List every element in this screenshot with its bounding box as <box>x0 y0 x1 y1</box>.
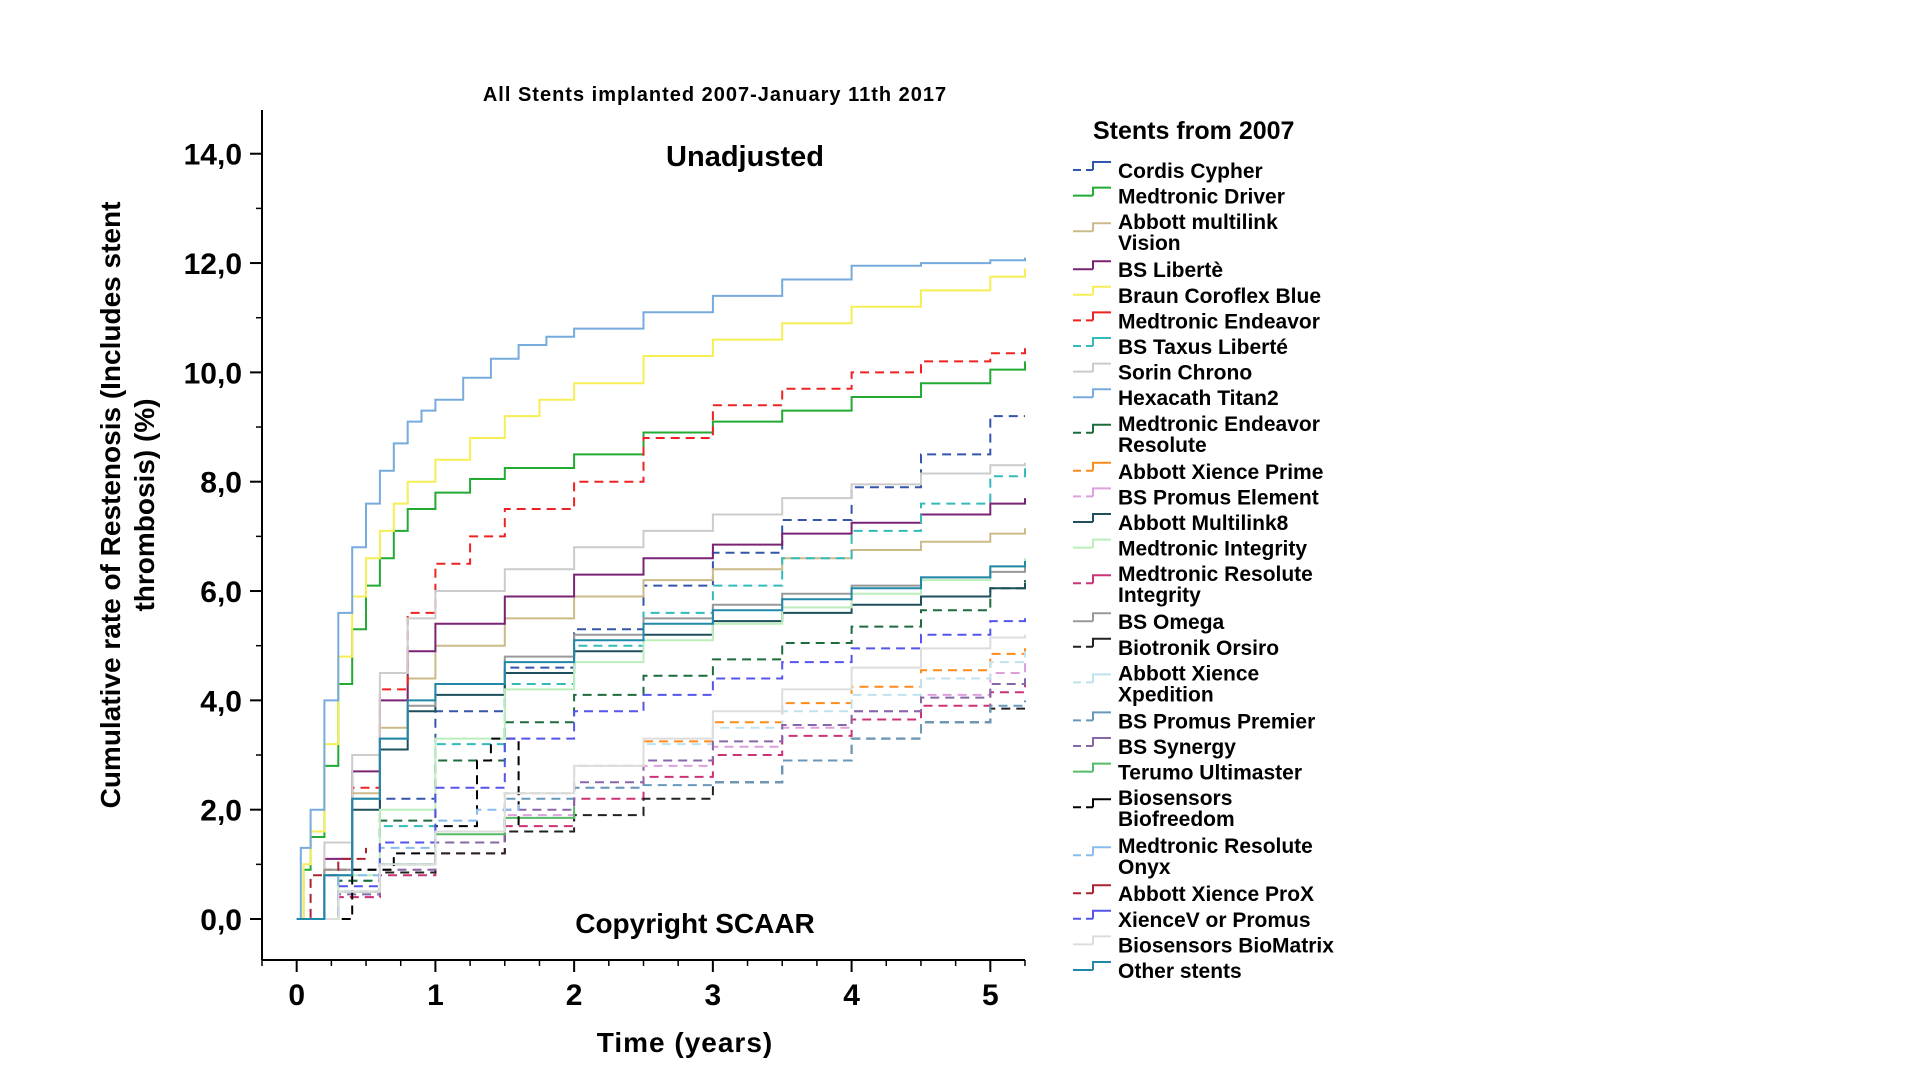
x-axis-label: Time (years) <box>597 1027 773 1058</box>
legend-label: BS Libertè <box>1118 259 1223 282</box>
legend-label: BS Omega <box>1118 611 1225 634</box>
legend-swatch <box>1092 798 1111 808</box>
x-tick-label: 1 <box>427 979 444 1012</box>
legend-label: Medtronic Endeavor Resolute <box>1118 413 1320 457</box>
y-tick-label: 14,0 <box>184 139 242 172</box>
legend-label: Biosensors BioMatrix <box>1118 934 1334 957</box>
legend-label: Sorin Chrono <box>1118 362 1252 385</box>
legend-swatch <box>1092 711 1111 721</box>
x-tick-label: 3 <box>705 979 722 1012</box>
y-tick-label: 12,0 <box>184 248 242 281</box>
y-axis-label: Cumulative rate of Restenosis (Includes … <box>95 202 160 809</box>
inner-title: Unadjusted <box>666 141 824 173</box>
legend-swatch <box>1092 846 1111 856</box>
legend-swatch <box>1092 884 1111 894</box>
series-line <box>296 684 1026 920</box>
series-line <box>296 361 1026 920</box>
y-tick-label: 2,0 <box>200 795 242 828</box>
y-tick-label: 6,0 <box>200 576 242 609</box>
y-tick-label: 10,0 <box>184 357 242 390</box>
legend-swatch <box>1092 673 1111 683</box>
legend-label: Abbott Xience ProX <box>1118 883 1314 906</box>
legend-swatch <box>1092 737 1111 746</box>
legend-label: Biotronik Orsiro <box>1118 637 1279 660</box>
legend-label: Abbott Multilink8 <box>1118 512 1289 535</box>
legend-swatch <box>1092 388 1111 398</box>
legend-label: BS Promus Premier <box>1118 710 1315 733</box>
legend-swatch <box>1092 260 1111 270</box>
legend-label: Medtronic Resolute Onyx <box>1118 835 1313 879</box>
legend-label: BS Synergy <box>1118 736 1236 759</box>
legend-swatch <box>1092 538 1111 548</box>
series-line <box>296 804 520 920</box>
x-tick-label: 5 <box>982 979 999 1012</box>
legend-label: Braun Coroflex Blue <box>1118 285 1321 308</box>
legend-swatch <box>1092 461 1111 471</box>
legend-swatch <box>1092 513 1111 522</box>
legend-swatch <box>1092 222 1111 232</box>
legend-label: Cordis Cypher <box>1118 160 1263 183</box>
legend-label: Terumo Ultimaster <box>1118 762 1302 785</box>
legend-swatch <box>1092 487 1111 497</box>
legend-label: XienceV or Promus <box>1118 909 1311 932</box>
series-line <box>296 465 1026 920</box>
copyright-watermark: Copyright SCAAR <box>575 908 815 939</box>
legend-swatch <box>1092 612 1111 622</box>
legend-swatch <box>1092 909 1111 919</box>
legend-swatch <box>1092 637 1111 647</box>
y-tick-label: 0,0 <box>200 904 242 937</box>
series-lines <box>296 257 1026 920</box>
series-line <box>296 528 1026 920</box>
legend-label: Abbott Xience Prime <box>1118 461 1323 484</box>
legend-label: Abbott Xience Xpedition <box>1118 662 1259 706</box>
x-tick-label: 0 <box>288 979 305 1012</box>
legend-label: Biosensors Biofreedom <box>1118 787 1235 831</box>
legend-label: Other stents <box>1118 960 1242 983</box>
legend-swatch <box>1092 362 1111 372</box>
legend-label: Medtronic Integrity <box>1118 538 1307 561</box>
x-tick-label: 4 <box>843 979 860 1012</box>
legend-swatch <box>1092 161 1111 170</box>
legend-swatch <box>1092 762 1111 772</box>
legend-swatch <box>1092 574 1111 584</box>
legend-label: Medtronic Resolute Integrity <box>1118 563 1313 607</box>
legend-label: Medtronic Driver <box>1118 186 1285 209</box>
series-line <box>296 643 1026 920</box>
y-axis-label-line-1: Cumulative rate of Restenosis (Includes … <box>95 202 126 809</box>
legend-swatch <box>1092 337 1111 346</box>
legend-swatch <box>1092 423 1111 433</box>
series-line <box>296 656 1026 920</box>
axes: 0,0 2,0 4,0 6,0 8,0 10,0 12,0 14,0 0 1 2 3 4 5 <box>184 110 1026 1012</box>
legend-label: Hexacath Titan2 <box>1118 387 1279 410</box>
series-line <box>296 498 1026 920</box>
legend-label: BS Promus Element <box>1118 486 1319 509</box>
legend-swatch <box>1092 961 1111 970</box>
series-line <box>296 634 1026 920</box>
series-line <box>296 675 1026 920</box>
series-line <box>296 566 1026 920</box>
series-line <box>296 462 1026 920</box>
y-axis-label-line-2: thrombosis) (%) <box>129 398 160 611</box>
legend-swatch <box>1092 311 1111 321</box>
series-line <box>296 561 1026 920</box>
legend-swatch <box>1092 186 1111 196</box>
legend-label: BS Taxus Liberté <box>1118 336 1288 359</box>
series-line <box>296 707 1025 920</box>
y-tick-label: 4,0 <box>200 685 242 718</box>
series-line <box>296 612 1026 920</box>
series-line <box>296 257 1026 920</box>
legend-swatch <box>1092 285 1111 295</box>
y-tick-label: 8,0 <box>200 467 242 500</box>
series-line <box>296 268 1026 920</box>
legend-title: Stents from 2007 <box>1093 117 1294 145</box>
x-tick-label: 2 <box>566 979 583 1012</box>
series-line <box>296 582 1026 920</box>
legend-swatch <box>1092 935 1111 945</box>
legend-label: Medtronic Endeavor <box>1118 310 1320 333</box>
chart-title: All Stents implanted 2007-January 11th 2… <box>483 84 947 106</box>
legend-label: Abbott multilink Vision <box>1118 211 1278 255</box>
